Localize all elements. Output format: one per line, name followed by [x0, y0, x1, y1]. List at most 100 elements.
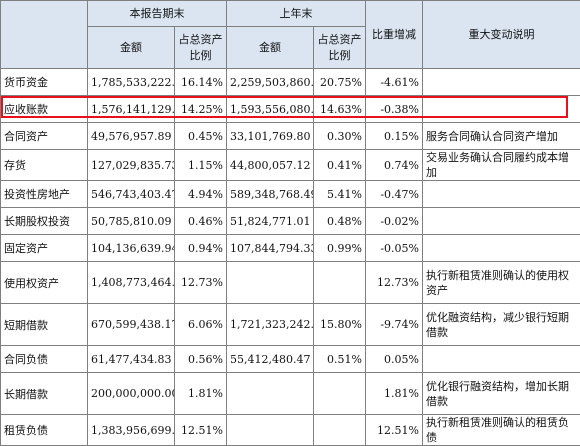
table-row: 固定资产 104,136,639.94 0.94% 107,844,794.33… — [1, 235, 580, 262]
row-change: -0.02% — [366, 208, 423, 235]
row-item: 长期借款 — [1, 373, 88, 415]
row-cur-amount: 104,136,639.94 — [88, 235, 175, 262]
row-item: 短期借款 — [1, 304, 88, 346]
header-period-end: 本报告期末 — [88, 1, 227, 27]
table-row: 使用权资产 1,408,773,464.46 12.73% 12.73% 执行新… — [1, 262, 580, 304]
row-cur-amount: 127,029,835.73 — [88, 150, 175, 181]
header-cur-pct: 占总资产比例 — [175, 27, 227, 69]
row-cur-pct: 4.94% — [175, 181, 227, 208]
row-note: 优化银行融资结构，增加长期借款 — [423, 373, 580, 415]
row-prev-pct: 0.99% — [314, 235, 366, 262]
row-change: -9.74% — [366, 304, 423, 346]
row-cur-pct: 0.46% — [175, 208, 227, 235]
row-prev-pct: 20.75% — [314, 69, 366, 96]
row-prev-amount: 33,101,769.80 — [227, 123, 314, 150]
row-prev-pct: 15.80% — [314, 304, 366, 346]
row-item: 租赁负债 — [1, 415, 88, 446]
row-prev-pct — [314, 262, 366, 304]
row-item: 合同负债 — [1, 346, 88, 373]
row-item: 长期股权投资 — [1, 208, 88, 235]
row-note — [423, 208, 580, 235]
table-row: 投资性房地产 546,743,403.47 4.94% 589,348,768.… — [1, 181, 580, 208]
row-cur-pct: 6.06% — [175, 304, 227, 346]
row-cur-amount: 1,383,956,699.80 — [88, 415, 175, 446]
row-cur-pct: 0.56% — [175, 346, 227, 373]
row-cur-pct: 1.15% — [175, 150, 227, 181]
row-prev-pct: 5.41% — [314, 181, 366, 208]
row-prev-amount: 1,721,323,242.35 — [227, 304, 314, 346]
row-cur-amount: 61,477,434.83 — [88, 346, 175, 373]
table-row: 货币资金 1,785,533,222.44 16.14% 2,259,503,8… — [1, 69, 580, 96]
row-prev-amount: 51,824,771.01 — [227, 208, 314, 235]
table-row: 合同资产 49,576,957.89 0.45% 33,101,769.80 0… — [1, 123, 580, 150]
row-item: 合同资产 — [1, 123, 88, 150]
row-prev-amount: 44,800,057.12 — [227, 150, 314, 181]
row-note: 交易业务确认合同履约成本增加 — [423, 150, 580, 181]
row-prev-pct: 0.51% — [314, 346, 366, 373]
row-change: -4.61% — [366, 69, 423, 96]
row-item: 存货 — [1, 150, 88, 181]
header-explanation: 重大变动说明 — [423, 1, 580, 69]
header-prev-pct-line1: 占总资产 — [318, 33, 362, 46]
row-prev-pct: 0.48% — [314, 208, 366, 235]
table-row: 短期借款 670,599,438.17 6.06% 1,721,323,242.… — [1, 304, 580, 346]
row-cur-amount: 1,408,773,464.46 — [88, 262, 175, 304]
row-prev-pct — [314, 415, 366, 446]
row-cur-amount: 200,000,000.00 — [88, 373, 175, 415]
row-prev-pct: 14.63% — [314, 96, 366, 123]
table-row: 长期借款 200,000,000.00 1.81% 1.81% 优化银行融资结构… — [1, 373, 580, 415]
row-item: 固定资产 — [1, 235, 88, 262]
row-note — [423, 235, 580, 262]
row-change: 0.74% — [366, 150, 423, 181]
row-cur-amount: 670,599,438.17 — [88, 304, 175, 346]
row-change: 0.05% — [366, 346, 423, 373]
row-item: 使用权资产 — [1, 262, 88, 304]
row-note — [423, 96, 580, 123]
row-prev-amount: 55,412,480.47 — [227, 346, 314, 373]
header-prev-pct-line2: 比例 — [329, 49, 351, 62]
row-prev-amount: 589,348,768.49 — [227, 181, 314, 208]
table-row: 应收账款 1,576,141,129.58 14.25% 1,593,556,0… — [1, 96, 580, 123]
header-cur-amount: 金额 — [88, 27, 175, 69]
row-note: 执行新租赁准则确认的使用权资产 — [423, 262, 580, 304]
row-change: 12.51% — [366, 415, 423, 446]
row-cur-amount: 1,785,533,222.44 — [88, 69, 175, 96]
row-prev-pct: 0.41% — [314, 150, 366, 181]
row-cur-pct: 12.73% — [175, 262, 227, 304]
row-prev-amount: 2,259,503,860.60 — [227, 69, 314, 96]
header-item-blank — [1, 1, 88, 69]
row-note — [423, 181, 580, 208]
row-cur-pct: 1.81% — [175, 373, 227, 415]
row-change: 1.81% — [366, 373, 423, 415]
row-change: 12.73% — [366, 262, 423, 304]
row-cur-amount: 546,743,403.47 — [88, 181, 175, 208]
row-change: -0.38% — [366, 96, 423, 123]
row-cur-amount: 1,576,141,129.58 — [88, 96, 175, 123]
header-prior-year-end: 上年末 — [227, 1, 366, 27]
row-cur-amount: 50,785,810.09 — [88, 208, 175, 235]
row-item: 投资性房地产 — [1, 181, 88, 208]
table-row: 长期股权投资 50,785,810.09 0.46% 51,824,771.01… — [1, 208, 580, 235]
row-prev-amount — [227, 415, 314, 446]
row-cur-pct: 0.94% — [175, 235, 227, 262]
header-change-ratio: 比重增减 — [366, 1, 423, 69]
row-note: 服务合同确认合同资产增加 — [423, 123, 580, 150]
row-prev-amount — [227, 262, 314, 304]
table-row: 租赁负债 1,383,956,699.80 12.51% 12.51% 执行新租… — [1, 415, 580, 446]
row-prev-amount — [227, 373, 314, 415]
row-prev-pct — [314, 373, 366, 415]
header-prev-amount: 金额 — [227, 27, 314, 69]
row-cur-pct: 16.14% — [175, 69, 227, 96]
row-note: 优化融资结构，减少银行短期借款 — [423, 304, 580, 346]
row-note — [423, 69, 580, 96]
row-item: 应收账款 — [1, 96, 88, 123]
row-item: 货币资金 — [1, 69, 88, 96]
row-change: -0.47% — [366, 181, 423, 208]
row-cur-pct: 0.45% — [175, 123, 227, 150]
row-prev-amount: 107,844,794.33 — [227, 235, 314, 262]
table-row: 存货 127,029,835.73 1.15% 44,800,057.12 0.… — [1, 150, 580, 181]
header-prev-pct: 占总资产比例 — [314, 27, 366, 69]
row-change: 0.15% — [366, 123, 423, 150]
row-note: 执行新租赁准则确认的租赁负债 — [423, 415, 580, 446]
